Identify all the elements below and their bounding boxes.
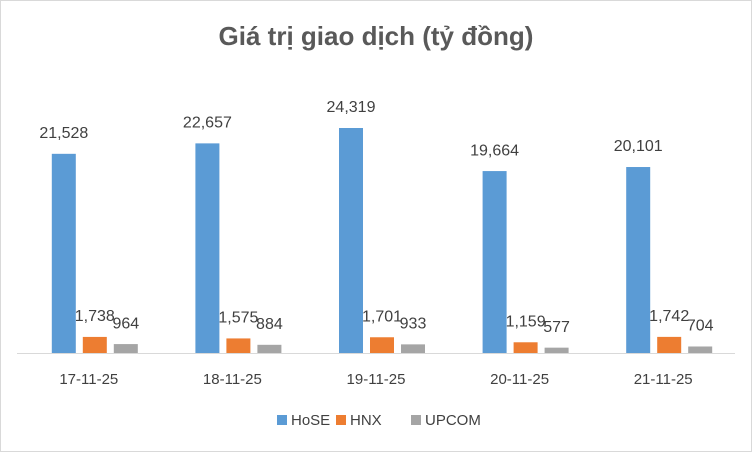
bar (626, 167, 651, 353)
data-label: 704 (687, 318, 714, 335)
data-label: 884 (256, 316, 283, 333)
bar (195, 143, 220, 353)
bar (339, 128, 363, 353)
bar (513, 342, 538, 353)
bar (257, 344, 282, 353)
bar (657, 336, 682, 353)
data-label: 1,159 (506, 313, 546, 330)
bar (544, 347, 569, 353)
x-tick-label: 18-11-25 (203, 371, 262, 388)
data-label: 1,738 (75, 308, 115, 325)
data-label: 577 (543, 319, 570, 336)
data-label: 24,319 (327, 99, 376, 116)
data-label: 1,575 (218, 310, 258, 327)
bar (51, 153, 76, 353)
data-label: 19,664 (470, 142, 519, 159)
bar (82, 336, 107, 353)
bar (482, 171, 507, 353)
data-label: 1,701 (362, 308, 402, 325)
bar (688, 346, 713, 353)
chart-title: Giá trị giao dịch (tỷ đồng) (219, 21, 534, 51)
data-label: 1,742 (649, 308, 689, 325)
legend-label: UPCOM (425, 412, 481, 429)
bar (370, 337, 394, 353)
x-tick-label: 20-11-25 (490, 371, 549, 388)
bar (113, 344, 138, 353)
x-tick-label: 19-11-25 (347, 371, 406, 388)
bar (226, 338, 251, 353)
legend-label: HNX (350, 412, 382, 429)
data-label: 964 (112, 315, 139, 332)
legend-label: HoSE (291, 412, 330, 429)
x-tick-label: 21-11-25 (634, 371, 693, 388)
data-label: 21,528 (39, 125, 88, 142)
x-tick-label: 17-11-25 (59, 371, 118, 388)
data-label: 22,657 (183, 115, 232, 132)
bar (401, 344, 425, 353)
legend-swatch (277, 415, 287, 425)
legend-swatch (336, 415, 346, 425)
data-label: 933 (400, 316, 427, 333)
legend-swatch (411, 415, 421, 425)
data-label: 20,101 (614, 138, 663, 155)
